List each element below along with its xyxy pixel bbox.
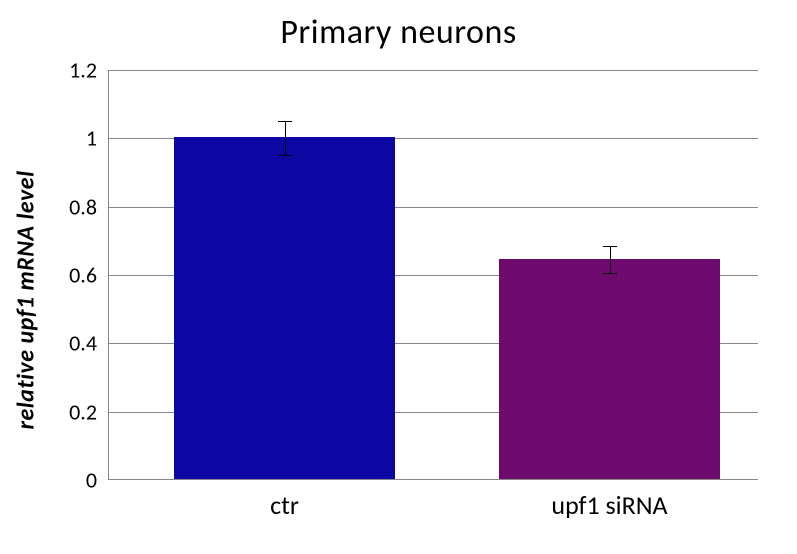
error-bar-cap [603, 273, 617, 274]
y-tick-label: 0.4 [69, 330, 109, 357]
error-bar [610, 246, 611, 273]
y-tick-label: 0.2 [69, 398, 109, 425]
bar [499, 259, 720, 479]
y-tick-label: 1.2 [69, 57, 109, 84]
category-label: upf1 siRNA [551, 479, 667, 521]
chart-container: Primary neurons relative upf1 mRNA level… [0, 0, 797, 554]
y-tick-label: 1 [86, 125, 109, 152]
bar [174, 137, 395, 479]
y-tick-label: 0 [86, 467, 109, 494]
error-bar-cap [278, 155, 292, 156]
y-tick-label: 0.8 [69, 193, 109, 220]
chart-title: Primary neurons [0, 12, 797, 53]
error-bar-cap [278, 121, 292, 122]
category-label: ctr [270, 479, 299, 521]
y-tick-label: 0.6 [69, 262, 109, 289]
error-bar-cap [603, 246, 617, 247]
plot-area: 00.20.40.60.811.2ctrupf1 siRNA [108, 70, 758, 480]
error-bar [285, 121, 286, 155]
y-axis-label: relative upf1 mRNA level [12, 171, 41, 430]
gridline [109, 70, 758, 71]
